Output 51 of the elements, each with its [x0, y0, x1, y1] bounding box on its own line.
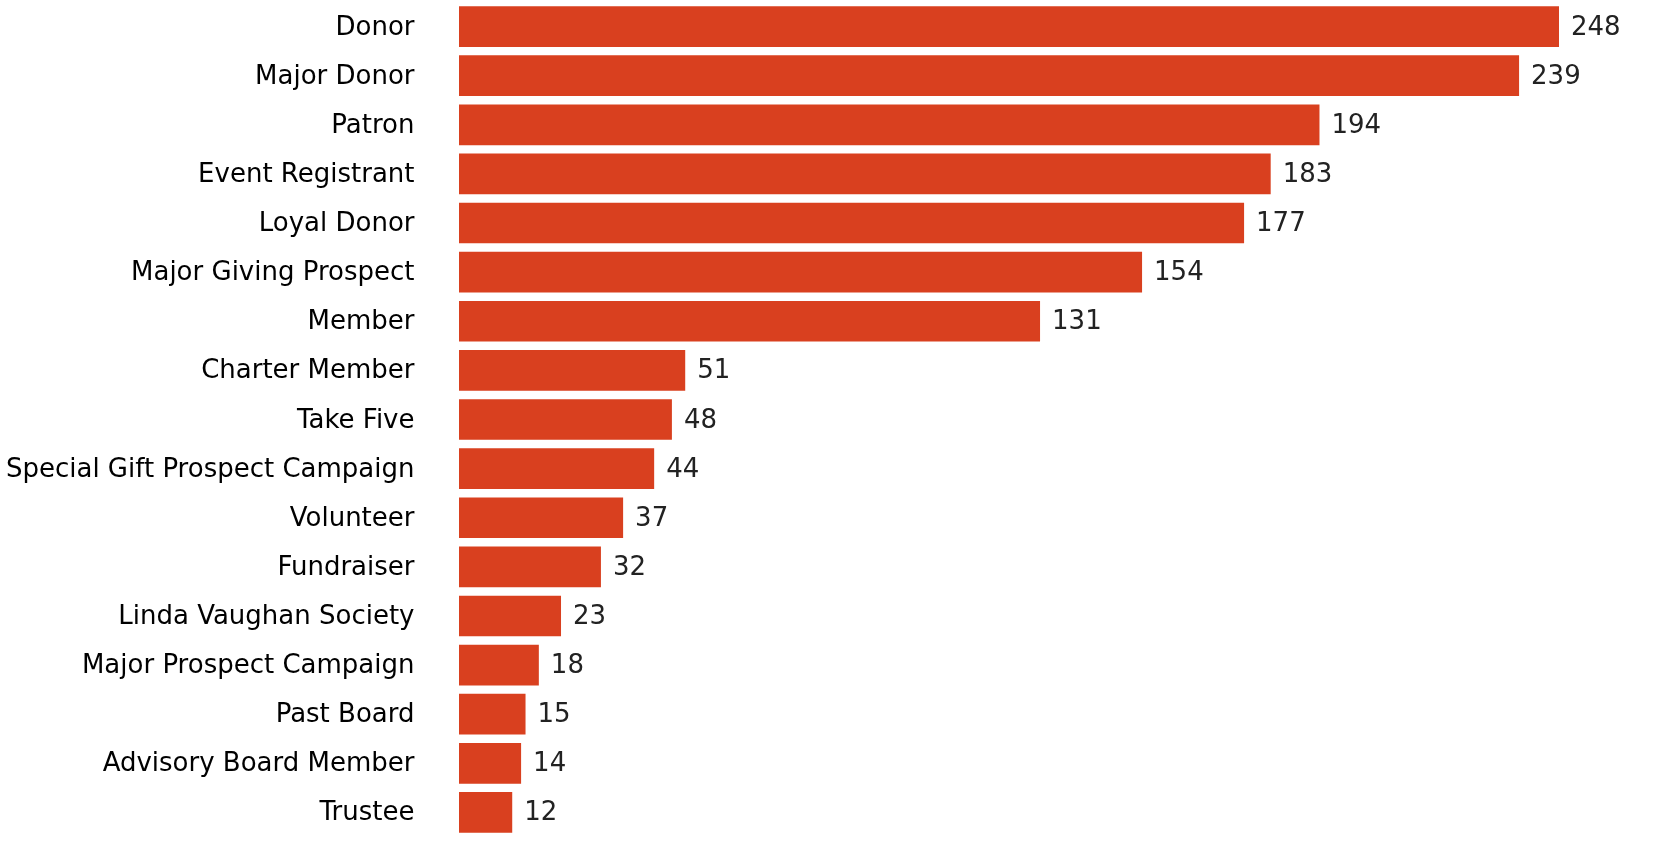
data-label: 12 — [524, 796, 558, 827]
bar — [459, 399, 672, 440]
y-tick-label: Volunteer — [289, 501, 415, 532]
y-tick-label: Donor — [335, 10, 415, 41]
data-label: 37 — [635, 501, 669, 532]
bar — [459, 792, 513, 833]
data-label: 44 — [666, 452, 700, 483]
bar — [459, 350, 686, 391]
bar — [459, 448, 655, 489]
data-label: 51 — [697, 354, 731, 385]
data-label: 32 — [612, 550, 647, 581]
bar — [459, 202, 1245, 244]
bar — [459, 300, 1041, 342]
y-tick-label: Linda Vaughan Society — [118, 599, 415, 630]
data-label: 23 — [573, 599, 607, 630]
bar — [459, 595, 562, 637]
bar — [459, 497, 624, 539]
y-tick-label: Major Prospect Campaign — [81, 649, 415, 680]
bar — [459, 55, 1520, 97]
bar — [459, 251, 1143, 293]
y-tick-label: Patron — [331, 108, 415, 139]
data-label: 183 — [1282, 157, 1333, 188]
y-tick-label: Fundraiser — [277, 550, 415, 581]
data-label: 177 — [1256, 207, 1306, 238]
data-label: 18 — [550, 649, 584, 680]
data-label: 248 — [1571, 10, 1621, 41]
bar — [459, 6, 1559, 47]
y-tick-label: Major Giving Prospect — [131, 256, 415, 287]
data-label: 131 — [1052, 305, 1102, 336]
y-tick-label: Advisory Board Member — [102, 747, 415, 778]
data-label: 14 — [533, 747, 567, 778]
bar — [459, 644, 539, 686]
y-tick-label: Past Board — [275, 698, 415, 729]
data-label: 239 — [1531, 59, 1581, 90]
data-label: 15 — [537, 698, 571, 729]
y-tick-label: Member — [307, 305, 415, 336]
bar — [459, 153, 1271, 195]
y-tick-label: Loyal Donor — [258, 207, 415, 238]
data-label: 48 — [683, 403, 717, 434]
data-label: 194 — [1331, 108, 1382, 139]
y-tick-label: Event Registrant — [198, 157, 415, 188]
bar — [459, 104, 1320, 146]
y-tick-label: Major Donor — [255, 59, 415, 90]
y-tick-label: Charter Member — [201, 354, 415, 385]
data-label: 154 — [1154, 256, 1204, 287]
bar — [459, 693, 526, 735]
bar — [459, 546, 601, 588]
y-tick-label: Special Gift Prospect Campaign — [5, 452, 415, 483]
y-tick-label: Take Five — [295, 403, 415, 434]
y-tick-label: Trustee — [318, 796, 415, 827]
bar — [459, 742, 522, 784]
